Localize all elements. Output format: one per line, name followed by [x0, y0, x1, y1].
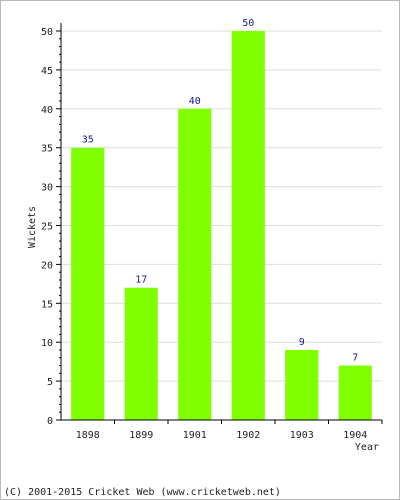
data-labels: 35 17 40 50 9 7: [82, 18, 359, 364]
data-label: 40: [189, 96, 201, 107]
data-label: 7: [352, 353, 358, 364]
x-tick-label: 1902: [236, 430, 260, 441]
bar-1901: [178, 108, 212, 421]
data-label: 50: [242, 18, 254, 29]
y-tick-label: 30: [41, 183, 53, 194]
y-tick-label: 10: [41, 338, 53, 349]
data-label: 9: [299, 337, 305, 348]
data-label: 17: [135, 275, 147, 286]
y-tick-label: 0: [47, 416, 53, 427]
y-ticks: 0 5 10 15 20 25 30 35 40 45 50: [41, 27, 61, 427]
bars: [71, 31, 372, 421]
axes: [60, 23, 382, 421]
y-axis-title: Wickets: [27, 206, 38, 248]
x-tick-label: 1898: [76, 430, 100, 441]
x-axis-title: Year: [355, 442, 379, 453]
x-tick-label: 1904: [343, 430, 367, 441]
y-tick-label: 15: [41, 299, 53, 310]
y-tick-label: 45: [41, 66, 53, 77]
x-tick-label: 1899: [129, 430, 153, 441]
x-tick-label: 1903: [290, 430, 314, 441]
x-ticks: 1898 1899 1901 1902 1903 1904: [76, 420, 383, 441]
bar-1899: [124, 287, 158, 420]
copyright-footer: (C) 2001-2015 Cricket Web (www.cricketwe…: [4, 487, 281, 498]
y-tick-label: 35: [41, 144, 53, 155]
gridlines: [61, 30, 382, 382]
y-tick-label: 50: [41, 27, 53, 38]
bar-1903: [285, 349, 319, 420]
y-tick-label: 40: [41, 105, 53, 116]
bar-1904: [338, 365, 372, 420]
y-tick-label: 20: [41, 260, 53, 271]
y-tick-label: 25: [41, 222, 53, 233]
bar-1898: [71, 147, 105, 420]
y-tick-label: 5: [47, 377, 53, 388]
data-label: 35: [82, 135, 94, 146]
bar-1902: [231, 31, 265, 420]
x-tick-label: 1901: [183, 430, 207, 441]
